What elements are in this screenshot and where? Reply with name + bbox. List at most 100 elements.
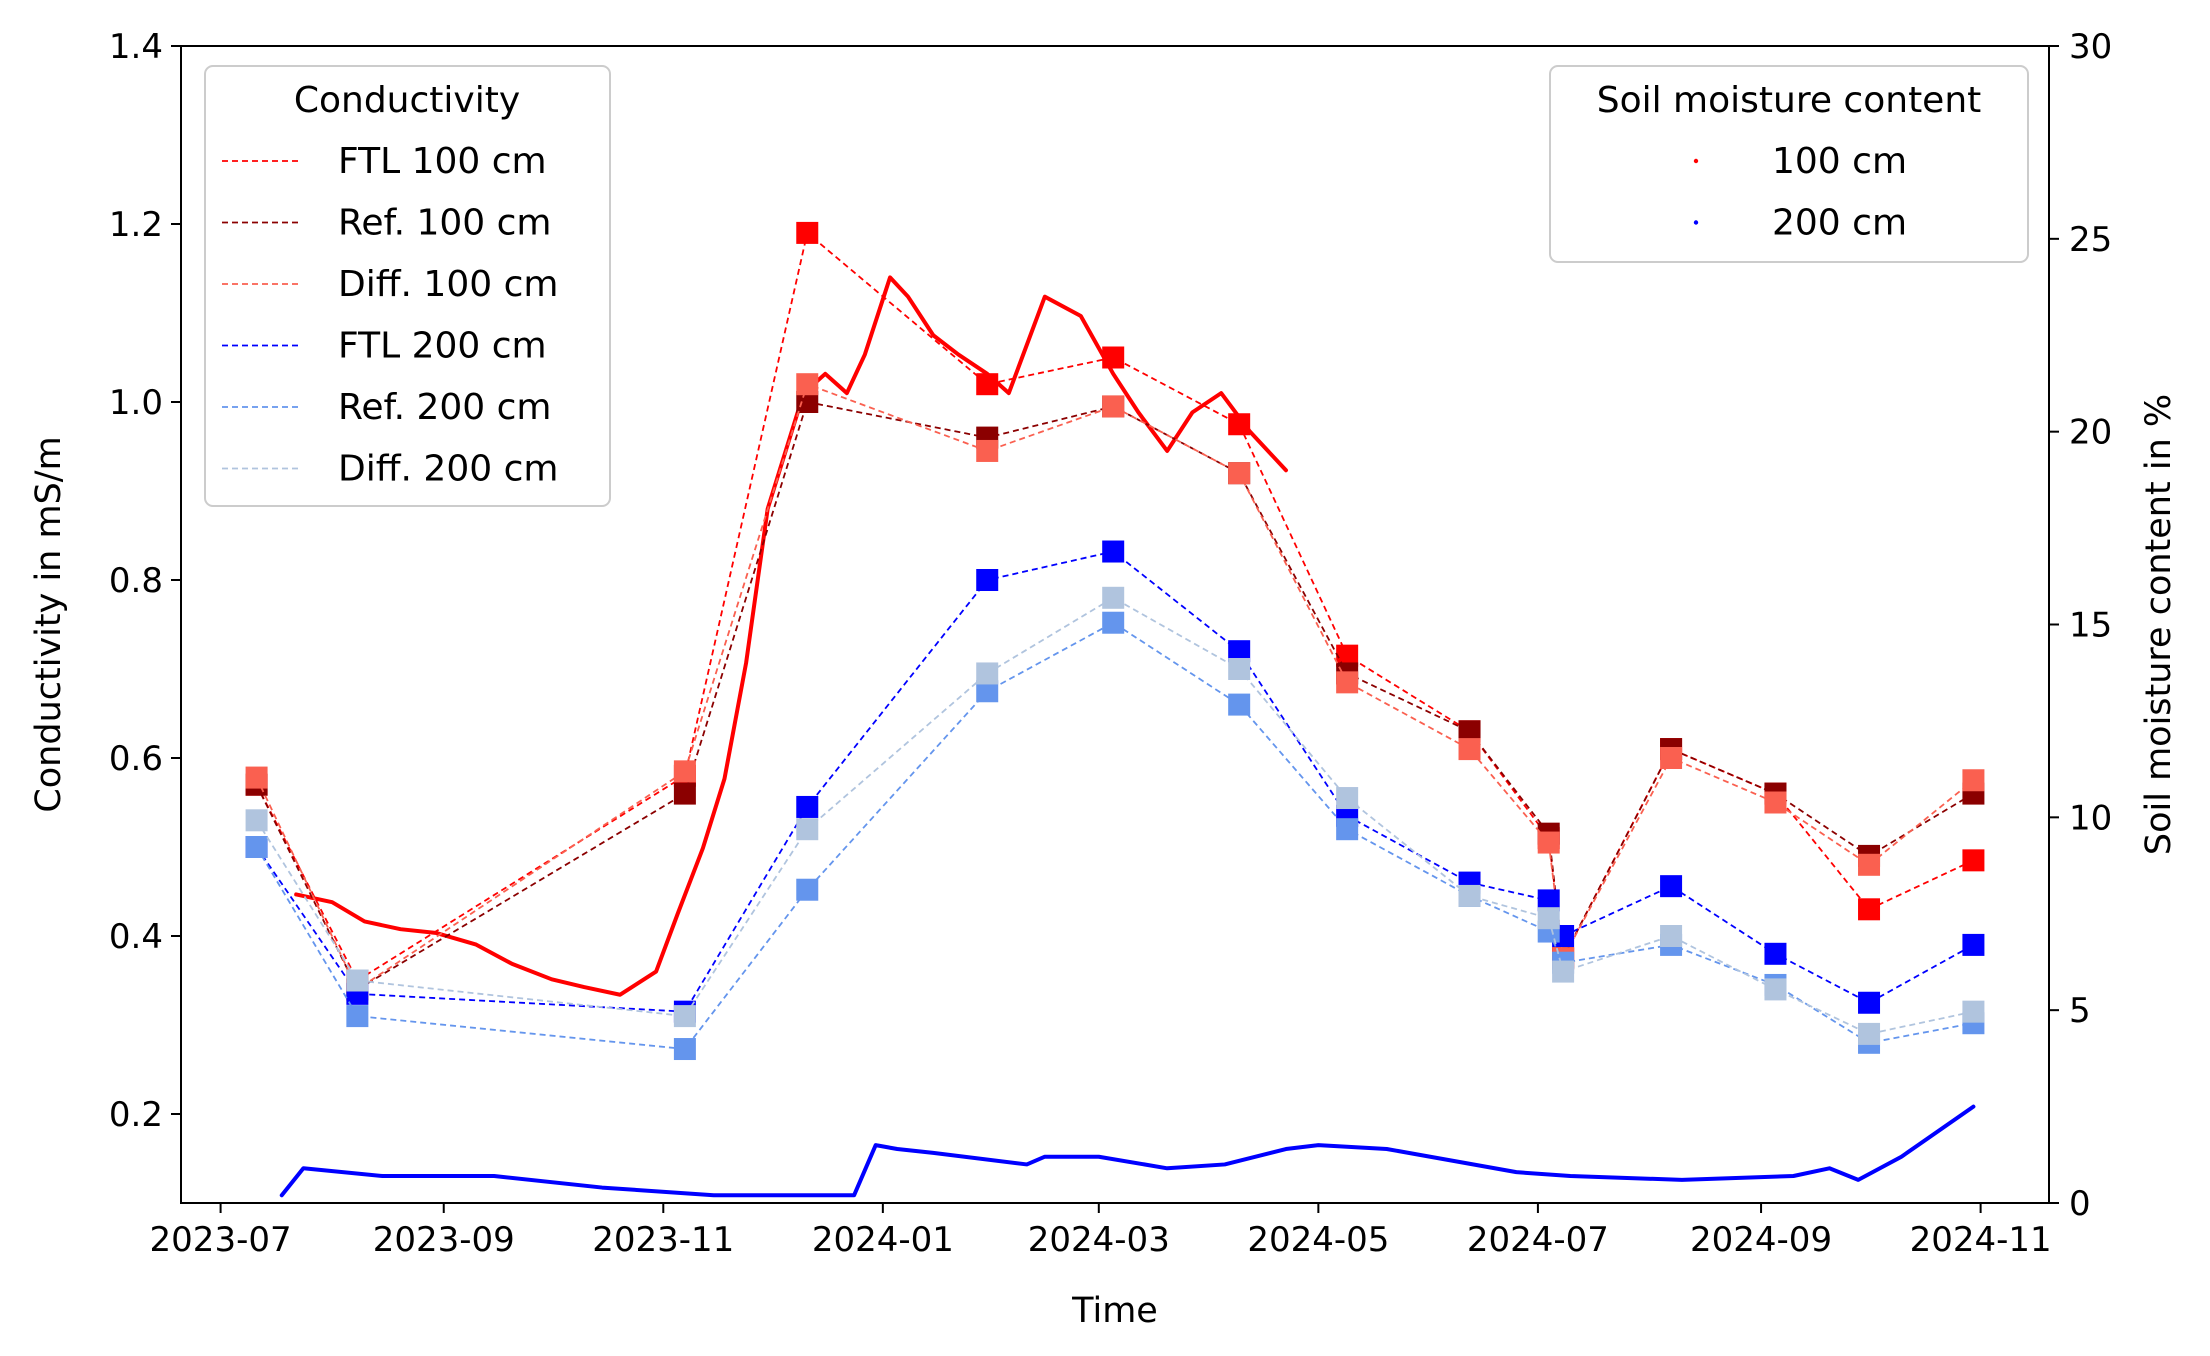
- y-tick-label-left: 1.2: [109, 205, 163, 245]
- legend-label: 200 cm: [1772, 203, 1907, 244]
- data-point-ref-200-cm: [976, 680, 999, 703]
- x-tick-label: 2024-07: [1467, 1220, 1609, 1260]
- data-point-diff-100-cm: [1962, 769, 1985, 792]
- series-layer: [245, 221, 1985, 1198]
- data-point-diff-200-cm: [796, 818, 819, 841]
- data-point-ref-100-cm: [1458, 720, 1481, 743]
- data-point-ref-100-cm: [673, 782, 696, 805]
- data-point-ftl-200-cm: [976, 569, 999, 591]
- data-point-ftl-100-cm: [1102, 346, 1125, 369]
- y-tick-label-right: 20: [2069, 413, 2112, 453]
- data-point-ref-200-cm: [346, 1005, 369, 1028]
- data-point-ftl-200-cm: [1764, 942, 1787, 965]
- data-point-ftl-200-cm: [1962, 933, 1985, 956]
- legend-box: [204, 65, 611, 507]
- data-point-diff-200-cm: [346, 969, 369, 992]
- legend-title: Soil moisture content: [1597, 80, 1982, 121]
- x-axis-title: Time: [1071, 1291, 1158, 1331]
- data-point-ref-200-cm: [673, 1038, 696, 1061]
- data-point-diff-200-cm: [1537, 907, 1560, 930]
- data-point-ftl-200-cm: [796, 795, 819, 818]
- data-point-diff-100-cm: [1660, 747, 1683, 769]
- y-axis-title-right: Soil moisture content in %: [2139, 394, 2179, 855]
- data-point-diff-100-cm: [1228, 462, 1251, 485]
- data-point-diff-200-cm: [245, 809, 268, 832]
- y-tick-label-right: 25: [2069, 220, 2112, 260]
- data-point-ftl-100-cm: [1228, 413, 1251, 436]
- series-line-diff-200-cm: [255, 596, 1974, 1035]
- data-point-ftl-100-cm: [796, 221, 819, 244]
- legend-title: Conductivity: [294, 80, 520, 121]
- x-tick-label: 2023-09: [373, 1220, 515, 1260]
- y-tick-label-left: 1.0: [109, 383, 163, 423]
- y-tick-label-left: 0.4: [109, 917, 163, 957]
- data-point-ftl-200-cm: [1858, 991, 1881, 1014]
- data-point-diff-100-cm: [796, 373, 819, 396]
- legend-marker: [1693, 158, 1699, 164]
- series-line-ref-200-cm: [255, 621, 1974, 1050]
- legend-label: Ref. 100 cm: [338, 203, 552, 244]
- y-tick-label-right: 30: [2069, 27, 2112, 67]
- data-point-ref-200-cm: [1102, 611, 1125, 634]
- x-tick-label: 2024-05: [1247, 1220, 1389, 1260]
- data-point-diff-200-cm: [976, 662, 999, 685]
- x-tick-label: 2023-11: [592, 1220, 734, 1260]
- y-tick-label-left: 1.4: [109, 27, 163, 67]
- data-point-ftl-200-cm: [1228, 640, 1251, 663]
- data-point-ftl-100-cm: [1336, 644, 1359, 667]
- legend-box: [1549, 65, 2029, 263]
- x-tick-label: 2024-03: [1028, 1220, 1170, 1260]
- y-tick-label-left: 0.8: [109, 561, 163, 601]
- data-point-diff-100-cm: [1858, 853, 1881, 876]
- data-point-diff-200-cm: [1962, 1000, 1985, 1023]
- data-point-diff-200-cm: [1552, 960, 1575, 983]
- data-point-ftl-200-cm: [1102, 540, 1125, 563]
- y-tick-label-left: 0.6: [109, 739, 163, 779]
- data-point-diff-200-cm: [1858, 1022, 1881, 1045]
- data-point-diff-200-cm: [1458, 884, 1481, 907]
- data-point-ftl-100-cm: [976, 373, 999, 396]
- axes-layer: 2023-07 2023-09 2023-11 2024-01 2024-03 2024-…: [109, 27, 2112, 1260]
- x-tick-label: 2024-09: [1690, 1220, 1832, 1260]
- series-line-diff-100-cm: [255, 383, 1974, 991]
- y-tick-label-right: 10: [2069, 798, 2112, 838]
- data-point-diff-100-cm: [1336, 671, 1359, 694]
- data-point-ref-100-cm: [796, 391, 819, 413]
- y-tick-label-left: 0.2: [109, 1095, 163, 1135]
- legend-label: Ref. 200 cm: [338, 387, 552, 428]
- legend-marker: [1693, 220, 1699, 225]
- data-point-ftl-200-cm: [1537, 889, 1560, 912]
- legend-label: 100 cm: [1772, 141, 1907, 182]
- y-tick-label-right: 0: [2069, 1184, 2091, 1224]
- data-point-ref-200-cm: [796, 878, 819, 901]
- data-point-ref-200-cm: [1228, 693, 1251, 716]
- data-point-diff-200-cm: [1228, 658, 1251, 680]
- data-point-diff-100-cm: [245, 766, 268, 789]
- legend-soil-moisture: Soil moisture content 100 cm 200 cm: [1549, 65, 2029, 263]
- data-point-diff-100-cm: [976, 439, 999, 462]
- moisture-line-200cm: [279, 1104, 1976, 1198]
- x-tick-label: 2023-07: [150, 1220, 292, 1260]
- data-point-ftl-200-cm: [1660, 875, 1683, 898]
- x-tick-label: 2024-11: [1910, 1220, 2052, 1260]
- x-tick-label: 2024-01: [812, 1220, 954, 1260]
- legend-conductivity: Conductivity FTL 100 cm Ref. 100 cm Diff. 1…: [204, 65, 611, 507]
- data-point-ftl-100-cm: [1858, 898, 1881, 921]
- data-point-diff-100-cm: [1764, 791, 1787, 814]
- data-point-diff-100-cm: [673, 760, 696, 783]
- data-point-ref-200-cm: [1336, 818, 1359, 841]
- data-point-diff-100-cm: [1458, 738, 1481, 761]
- data-point-diff-200-cm: [1336, 787, 1359, 810]
- data-point-diff-100-cm: [1102, 395, 1125, 418]
- y-tick-label-right: 15: [2069, 606, 2112, 646]
- data-point-ref-200-cm: [245, 836, 268, 858]
- legend-label: FTL 200 cm: [338, 326, 547, 367]
- data-point-ftl-100-cm: [1962, 849, 1985, 872]
- data-point-diff-200-cm: [1102, 586, 1125, 609]
- legend-label: Diff. 100 cm: [338, 264, 558, 305]
- data-point-diff-100-cm: [1537, 831, 1560, 854]
- legend-label: FTL 100 cm: [338, 141, 547, 182]
- legend-label: Diff. 200 cm: [338, 449, 558, 490]
- data-point-diff-200-cm: [673, 1005, 696, 1028]
